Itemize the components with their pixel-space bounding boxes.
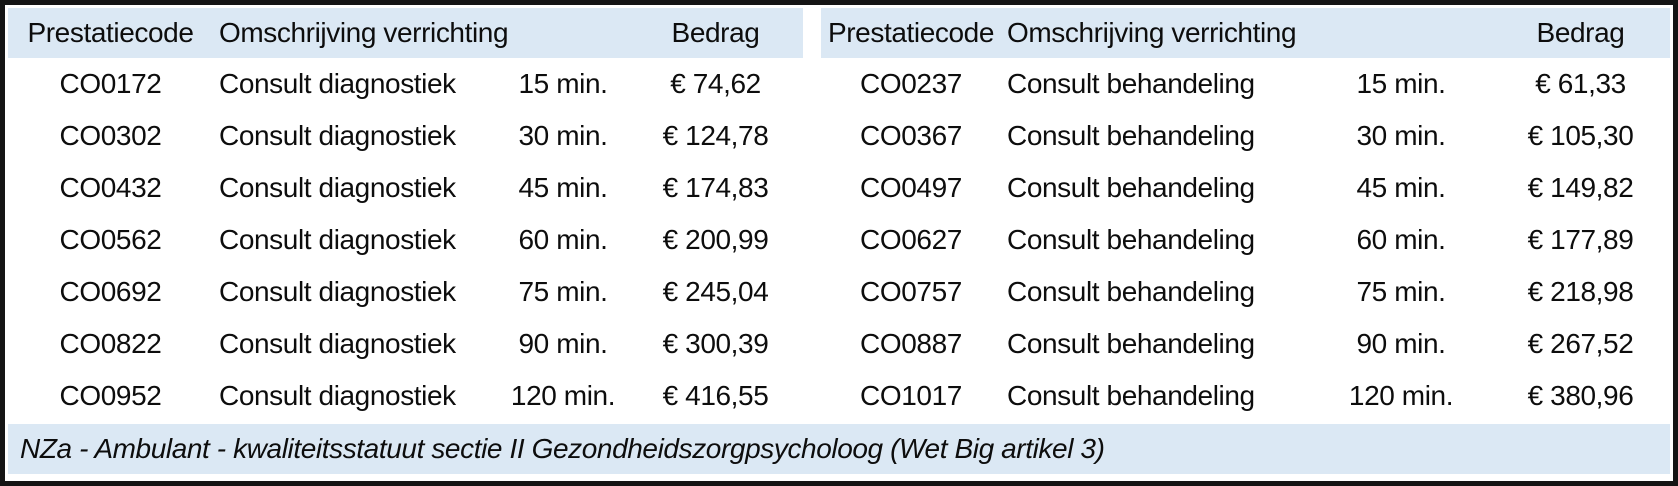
table-diagnostiek: Prestatiecode Omschrijving verrichting B…: [8, 8, 803, 422]
bedrag-value: € 380,96: [1527, 380, 1634, 411]
prestatiecode-value: CO0237: [860, 68, 962, 99]
omschrijving-value: Consult behandeling: [1007, 380, 1255, 411]
bedrag-value: € 61,33: [1535, 68, 1626, 99]
duur-value: 90 min.: [1356, 328, 1446, 359]
duur-value: 75 min.: [518, 276, 608, 307]
duur-value: 120 min.: [1348, 380, 1454, 411]
table-row: CO0692 Consult diagnostiek 75 min. € 245…: [8, 266, 803, 318]
prestatiecode-value: CO0627: [860, 224, 962, 255]
prestatiecode-value: CO0692: [59, 276, 162, 307]
prestatiecode-value: CO0822: [59, 328, 162, 359]
table-row: CO0887 Consult behandeling 90 min. € 267…: [821, 318, 1670, 370]
prestatiecode-value: CO0172: [59, 68, 162, 99]
duur-value: 45 min.: [518, 172, 608, 203]
duur-value: 30 min.: [1356, 120, 1446, 151]
prestatiecode-value: CO1017: [860, 380, 962, 411]
bedrag-value: € 174,83: [662, 172, 769, 203]
omschrijving-value: Consult diagnostiek: [219, 328, 456, 359]
table-right-body: CO0237 Consult behandeling 15 min. € 61,…: [821, 58, 1670, 422]
table-row: CO0367 Consult behandeling 30 min. € 105…: [821, 110, 1670, 162]
omschrijving-value: Consult behandeling: [1007, 172, 1255, 203]
table-row: CO0497 Consult behandeling 45 min. € 149…: [821, 162, 1670, 214]
bedrag-value: € 177,89: [1527, 224, 1634, 255]
bedrag-value: € 200,99: [662, 224, 769, 255]
header-bedrag: Bedrag: [1536, 17, 1625, 48]
prestatiecode-value: CO0302: [59, 120, 162, 151]
header-bedrag: Bedrag: [671, 17, 760, 48]
bedrag-value: € 300,39: [662, 328, 769, 359]
table-row: CO0172 Consult diagnostiek 15 min. € 74,…: [8, 58, 803, 110]
tables-area: Prestatiecode Omschrijving verrichting B…: [8, 8, 1670, 422]
prestatiecode-value: CO0432: [59, 172, 162, 203]
table-left-header-row: Prestatiecode Omschrijving verrichting B…: [8, 8, 803, 58]
omschrijving-value: Consult diagnostiek: [219, 68, 456, 99]
duur-value: 60 min.: [1356, 224, 1446, 255]
duur-value: 60 min.: [518, 224, 608, 255]
duur-value: 120 min.: [510, 380, 616, 411]
omschrijving-value: Consult diagnostiek: [219, 172, 456, 203]
duur-value: 15 min.: [1356, 68, 1446, 99]
prestatiecode-value: CO0952: [59, 380, 162, 411]
bedrag-value: € 416,55: [662, 380, 769, 411]
table-row: CO0627 Consult behandeling 60 min. € 177…: [821, 214, 1670, 266]
omschrijving-value: Consult behandeling: [1007, 120, 1255, 151]
header-prestatiecode: Prestatiecode: [27, 17, 194, 48]
duur-value: 45 min.: [1356, 172, 1446, 203]
bedrag-value: € 218,98: [1527, 276, 1634, 307]
omschrijving-value: Consult behandeling: [1007, 276, 1255, 307]
duur-value: 15 min.: [518, 68, 608, 99]
bedrag-value: € 149,82: [1527, 172, 1634, 203]
omschrijving-value: Consult behandeling: [1007, 328, 1255, 359]
bedrag-value: € 74,62: [670, 68, 761, 99]
table-row: CO0237 Consult behandeling 15 min. € 61,…: [821, 58, 1670, 110]
bedrag-value: € 124,78: [662, 120, 769, 151]
prestatiecode-value: CO0887: [860, 328, 962, 359]
table-behandeling: Prestatiecode Omschrijving verrichting B…: [821, 8, 1670, 422]
table-row: CO0302 Consult diagnostiek 30 min. € 124…: [8, 110, 803, 162]
table-row: CO0757 Consult behandeling 75 min. € 218…: [821, 266, 1670, 318]
bedrag-value: € 267,52: [1527, 328, 1634, 359]
omschrijving-value: Consult diagnostiek: [219, 276, 456, 307]
duur-value: 30 min.: [518, 120, 608, 151]
omschrijving-value: Consult behandeling: [1007, 224, 1255, 255]
prestatiecode-value: CO0757: [860, 276, 962, 307]
bedrag-value: € 245,04: [662, 276, 769, 307]
table-divider-gap: [803, 8, 821, 422]
table-right-header-row: Prestatiecode Omschrijving verrichting B…: [821, 8, 1670, 58]
bedrag-value: € 105,30: [1527, 120, 1634, 151]
footer-source-note: NZa - Ambulant - kwaliteitsstatuut secti…: [8, 424, 1670, 474]
table-row: CO0952 Consult diagnostiek 120 min. € 41…: [8, 370, 803, 422]
table-row: CO1017 Consult behandeling 120 min. € 38…: [821, 370, 1670, 422]
omschrijving-value: Consult diagnostiek: [219, 380, 456, 411]
prestatiecode-value: CO0562: [59, 224, 162, 255]
prestatiecode-value: CO0497: [860, 172, 962, 203]
header-prestatiecode: Prestatiecode: [827, 17, 994, 48]
header-omschrijving-verrichting: Omschrijving verrichting: [219, 17, 509, 48]
table-row: CO0432 Consult diagnostiek 45 min. € 174…: [8, 162, 803, 214]
omschrijving-value: Consult diagnostiek: [219, 224, 456, 255]
omschrijving-value: Consult behandeling: [1007, 68, 1255, 99]
table-row: CO0822 Consult diagnostiek 90 min. € 300…: [8, 318, 803, 370]
table-row: CO0562 Consult diagnostiek 60 min. € 200…: [8, 214, 803, 266]
prestatiecode-value: CO0367: [860, 120, 962, 151]
table-left-body: CO0172 Consult diagnostiek 15 min. € 74,…: [8, 58, 803, 422]
duur-value: 75 min.: [1356, 276, 1446, 307]
duur-value: 90 min.: [518, 328, 608, 359]
omschrijving-value: Consult diagnostiek: [219, 120, 456, 151]
header-omschrijving-verrichting: Omschrijving verrichting: [1007, 17, 1297, 48]
